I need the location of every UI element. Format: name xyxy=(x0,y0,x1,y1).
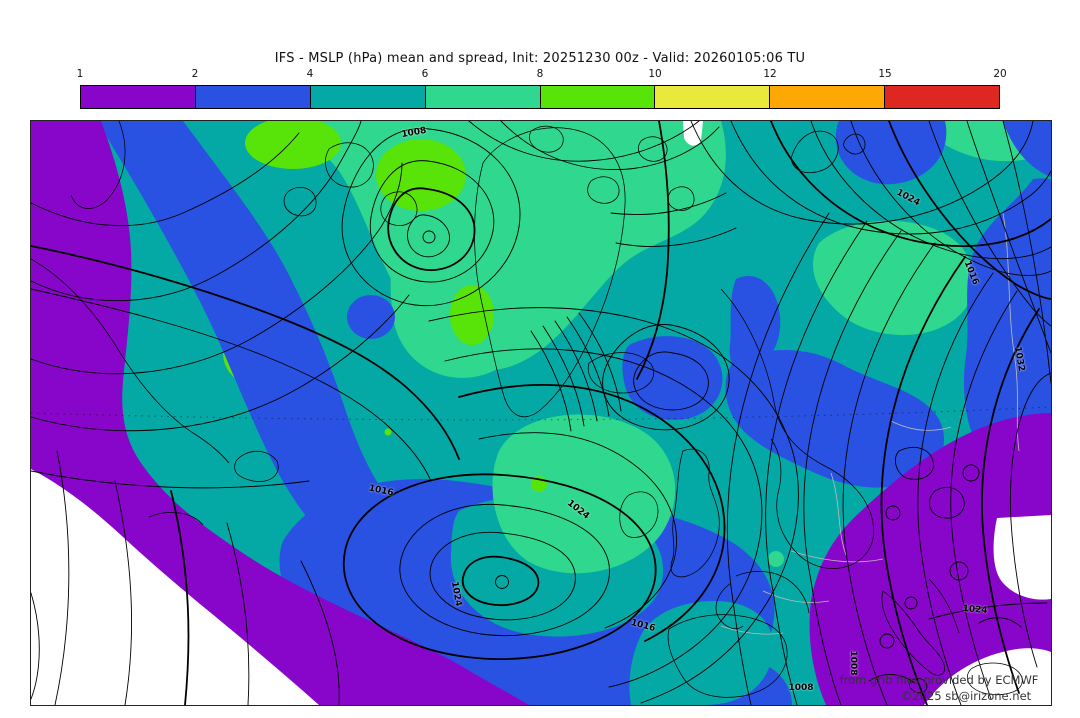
colorbar xyxy=(80,85,1000,109)
colorbar-segment xyxy=(81,86,196,108)
page-title: IFS - MSLP (hPa) mean and spread, Init: … xyxy=(274,51,806,66)
country-borders xyxy=(720,212,1020,635)
colorbar-segment xyxy=(425,86,541,108)
spread-fill-purple xyxy=(31,121,1051,705)
colorbar-tick: 8 xyxy=(536,68,544,80)
map-frame: from grib files provided by ECMWF ©2025 … xyxy=(30,120,1052,706)
colorbar-segment xyxy=(885,86,999,108)
colorbar-tick: 20 xyxy=(993,68,1007,80)
weather-map-svg xyxy=(31,121,1051,705)
colorbar-tick: 6 xyxy=(421,68,429,80)
colorbar-tick: 10 xyxy=(648,68,662,80)
colorbar-segment xyxy=(770,86,886,108)
colorbar-tick: 2 xyxy=(191,68,199,80)
colorbar-segment xyxy=(195,86,311,108)
colorbar-tick: 1 xyxy=(76,68,84,80)
colorbar-segment xyxy=(540,86,656,108)
isobar-contours xyxy=(31,121,1051,705)
colorbar-segment xyxy=(655,86,771,108)
colorbar-tick: 4 xyxy=(306,68,314,80)
graticule-line xyxy=(31,406,1051,421)
spread-fill-spring-atlantic xyxy=(492,414,676,574)
colorbar-tick: 12 xyxy=(763,68,777,80)
colorbar-tick: 15 xyxy=(878,68,892,80)
colorbar-segment xyxy=(310,86,426,108)
spread-fill-white xyxy=(31,121,1051,705)
colorbar-ticks: 1 2 4 6 8 10 12 15 20 xyxy=(0,68,1080,81)
